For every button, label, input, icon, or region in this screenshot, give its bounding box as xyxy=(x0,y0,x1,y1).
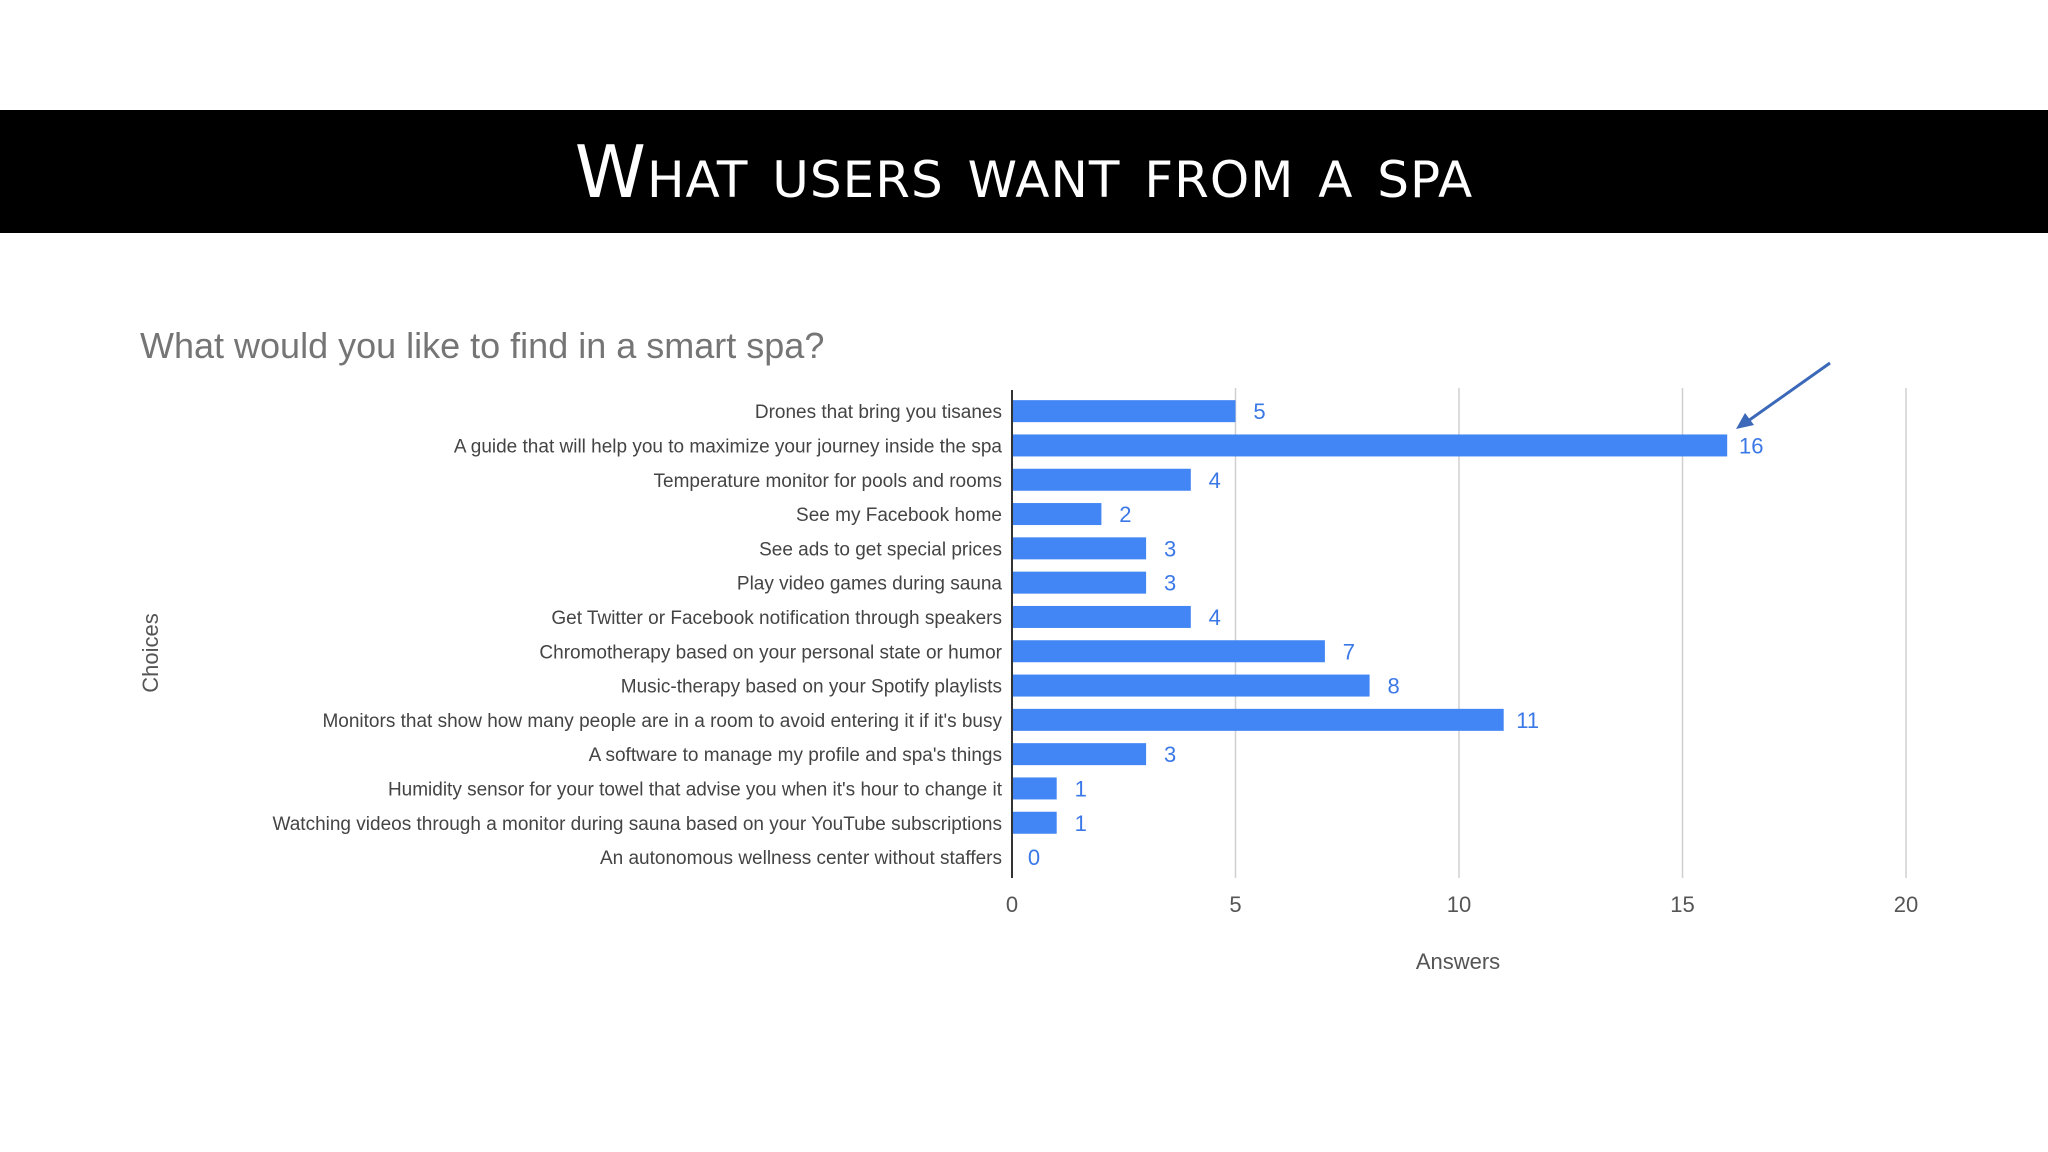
bar xyxy=(1012,434,1728,457)
x-tick-label: 5 xyxy=(1229,892,1241,917)
title-bar xyxy=(0,110,2048,233)
bar xyxy=(1012,640,1325,663)
category-label: Drones that bring you tisanes xyxy=(755,402,1002,423)
category-label: Chromotherapy based on your personal sta… xyxy=(539,642,1002,663)
data-label: 5 xyxy=(1253,399,1265,424)
bar xyxy=(1012,708,1504,731)
x-tick-label: 10 xyxy=(1447,892,1471,917)
x-tick-label: 15 xyxy=(1670,892,1694,917)
gridlines xyxy=(1234,388,1907,878)
data-label: 3 xyxy=(1164,536,1176,561)
bar xyxy=(1012,743,1147,766)
category-label: Get Twitter or Facebook notification thr… xyxy=(551,608,1002,629)
bar xyxy=(1012,811,1057,834)
bar xyxy=(1012,777,1057,800)
data-label: 3 xyxy=(1164,571,1176,596)
data-label: 2 xyxy=(1119,502,1131,527)
data-label: 4 xyxy=(1209,468,1221,493)
category-label: Humidity sensor for your towel that advi… xyxy=(388,779,1003,800)
bar xyxy=(1012,468,1191,491)
category-labels: Drones that bring you tisanes A guide tha… xyxy=(273,402,1003,869)
data-label: 3 xyxy=(1164,742,1176,767)
category-label: Music-therapy based on your Spotify play… xyxy=(621,677,1002,698)
category-label: Watching videos through a monitor during… xyxy=(273,814,1003,835)
category-label: A software to manage my profile and spa'… xyxy=(589,745,1002,766)
annotation-arrow xyxy=(1736,361,1831,429)
bar xyxy=(1012,605,1191,628)
data-label: 16 xyxy=(1739,433,1763,458)
category-label: See ads to get special prices xyxy=(759,539,1002,560)
data-label: 1 xyxy=(1075,776,1087,801)
data-label: 0 xyxy=(1028,845,1040,870)
x-tick-label: 20 xyxy=(1894,892,1918,917)
slide-title: What users want from a spa xyxy=(574,129,1474,214)
data-label: 4 xyxy=(1209,605,1221,630)
x-axis-title: Answers xyxy=(1416,949,1500,974)
x-tick-label: 0 xyxy=(1006,892,1018,917)
bar xyxy=(1012,503,1102,526)
bars xyxy=(1012,400,1728,834)
bar xyxy=(1012,400,1236,423)
bar xyxy=(1012,571,1147,594)
x-tick-labels: 0 5 10 15 20 xyxy=(1006,892,1918,917)
y-axis-title: Choices xyxy=(138,613,163,692)
category-label: Monitors that show how many people are i… xyxy=(322,711,1002,732)
data-label: 8 xyxy=(1387,674,1399,699)
category-label: Temperature monitor for pools and rooms xyxy=(654,471,1003,492)
category-label: An autonomous wellness center without st… xyxy=(600,848,1002,869)
category-label: See my Facebook home xyxy=(796,505,1002,526)
data-label: 7 xyxy=(1343,639,1355,664)
bar xyxy=(1012,537,1147,560)
data-label: 1 xyxy=(1075,811,1087,836)
bar xyxy=(1012,674,1370,697)
category-label: Play video games during sauna xyxy=(737,574,1003,595)
chart-title: What would you like to find in a smart s… xyxy=(140,325,824,366)
category-label: A guide that will help you to maximize y… xyxy=(454,436,1003,457)
data-label: 11 xyxy=(1516,708,1539,733)
